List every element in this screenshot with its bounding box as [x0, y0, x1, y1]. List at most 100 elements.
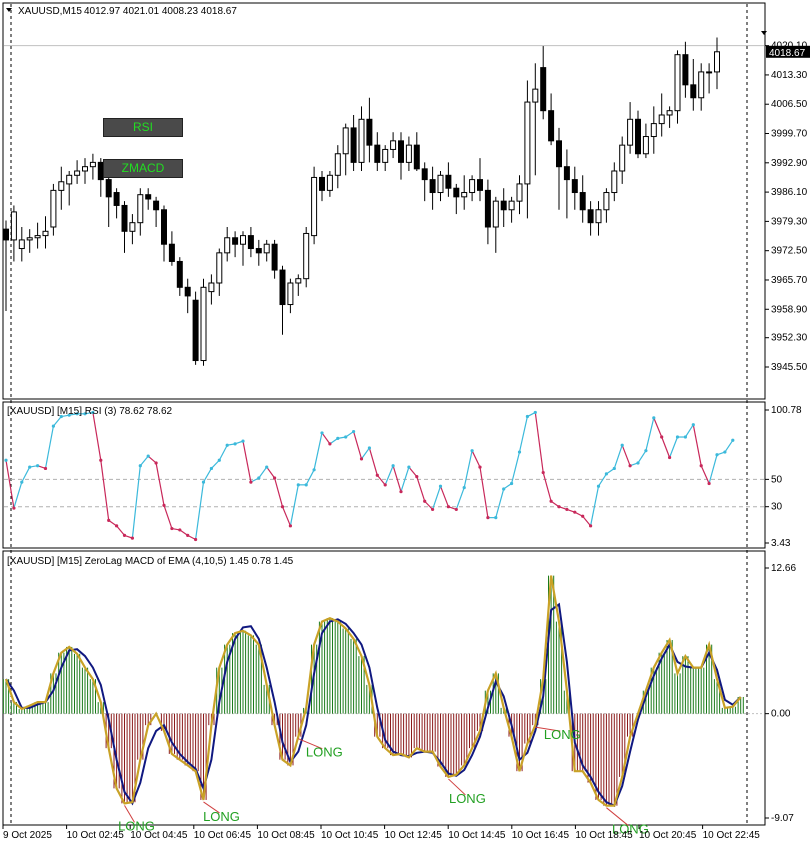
candle-body[interactable]: [113, 192, 120, 206]
candle-body[interactable]: [595, 209, 602, 224]
candle-body[interactable]: [571, 179, 578, 194]
candle-body[interactable]: [176, 260, 183, 288]
candle-body[interactable]: [516, 183, 523, 202]
candle-body[interactable]: [105, 179, 112, 198]
candle-body[interactable]: [247, 235, 254, 250]
candle-body[interactable]: [271, 243, 278, 271]
candle-body[interactable]: [587, 209, 594, 224]
rsi-point: [296, 483, 300, 487]
candle-body[interactable]: [240, 235, 246, 245]
candle-body[interactable]: [627, 118, 634, 146]
candle-body[interactable]: [3, 228, 9, 241]
candle-body[interactable]: [579, 192, 586, 211]
candle-body[interactable]: [382, 148, 389, 163]
candle-body[interactable]: [524, 101, 531, 185]
candle-body[interactable]: [319, 176, 325, 191]
rsi-button[interactable]: RSI: [103, 118, 183, 137]
candle-body[interactable]: [674, 54, 681, 112]
candle-body[interactable]: [303, 232, 310, 280]
price-pane[interactable]: [3, 4, 765, 824]
macd-pane[interactable]: LONG LONG LONG LONG LONG LONG: [2, 575, 764, 837]
candle-body[interactable]: [200, 286, 207, 362]
candle-body[interactable]: [66, 174, 73, 185]
candle-body[interactable]: [350, 127, 357, 163]
candle-body[interactable]: [232, 237, 239, 245]
rsi-segment: [432, 486, 442, 510]
time-axis-label: 10 Oct 10:45: [321, 830, 379, 841]
candle-body[interactable]: [658, 114, 665, 125]
candle-body[interactable]: [208, 282, 215, 293]
candle-body[interactable]: [82, 166, 88, 172]
candle-body[interactable]: [682, 54, 689, 86]
candle-body[interactable]: [508, 200, 515, 211]
candle-body[interactable]: [358, 118, 365, 163]
candle-body[interactable]: [366, 118, 373, 146]
candle-body[interactable]: [666, 110, 673, 116]
candle-body[interactable]: [295, 278, 302, 284]
candle-body[interactable]: [398, 140, 404, 163]
candle-body[interactable]: [42, 230, 49, 237]
candle-body[interactable]: [690, 84, 697, 99]
candle-body[interactable]: [129, 222, 136, 232]
candle-body[interactable]: [58, 181, 65, 191]
candle-body[interactable]: [121, 204, 128, 232]
candle-body[interactable]: [484, 189, 491, 228]
candle-body[interactable]: [698, 71, 705, 99]
candle-body[interactable]: [34, 235, 41, 239]
candle-body[interactable]: [255, 248, 262, 254]
candle-body[interactable]: [500, 200, 507, 211]
candle-body[interactable]: [413, 144, 420, 170]
candle-body[interactable]: [437, 174, 444, 194]
rsi-pane[interactable]: [4, 410, 764, 542]
candle-body[interactable]: [89, 161, 96, 168]
candle-body[interactable]: [192, 299, 199, 362]
candle-body[interactable]: [342, 127, 349, 155]
candle-body[interactable]: [445, 174, 452, 189]
candle-body[interactable]: [137, 194, 144, 224]
candle-body[interactable]: [429, 179, 436, 194]
candle-body[interactable]: [492, 200, 499, 228]
candle-body[interactable]: [714, 51, 720, 73]
candle-body[interactable]: [74, 170, 81, 176]
candle-body[interactable]: [532, 88, 539, 103]
candle-body[interactable]: [326, 174, 333, 191]
zmacd-button[interactable]: ZMACD: [103, 159, 183, 178]
candle-body[interactable]: [642, 136, 649, 155]
candle-body[interactable]: [619, 144, 626, 172]
candle-body[interactable]: [650, 123, 657, 138]
candle-body[interactable]: [548, 110, 555, 142]
candle-body[interactable]: [706, 71, 713, 74]
candle-body[interactable]: [145, 194, 152, 200]
candle-body[interactable]: [611, 170, 618, 194]
candle-body[interactable]: [26, 237, 33, 241]
candle-body[interactable]: [311, 176, 318, 237]
candle-body[interactable]: [10, 211, 17, 241]
candle-body[interactable]: [263, 243, 270, 254]
candle-body[interactable]: [161, 209, 167, 245]
candle-body[interactable]: [153, 200, 160, 211]
candle-body[interactable]: [374, 144, 381, 163]
candle-body[interactable]: [461, 192, 468, 198]
candle-body[interactable]: [421, 168, 428, 181]
candle-body[interactable]: [556, 140, 562, 168]
candle-body[interactable]: [334, 153, 341, 176]
candle-body[interactable]: [453, 187, 460, 198]
candle-body[interactable]: [603, 192, 610, 211]
candle-body[interactable]: [540, 67, 547, 112]
candle-body[interactable]: [224, 237, 231, 254]
symbol-menu-triangle-icon[interactable]: [6, 8, 12, 12]
candle-body[interactable]: [50, 189, 57, 228]
candle-body[interactable]: [390, 140, 397, 150]
candle-body[interactable]: [635, 118, 641, 155]
candle-body[interactable]: [168, 243, 175, 262]
candle-body[interactable]: [405, 144, 412, 163]
candle-body[interactable]: [287, 282, 294, 306]
candle-body[interactable]: [184, 286, 191, 297]
candle-body[interactable]: [18, 239, 25, 250]
candle-body[interactable]: [477, 179, 483, 191]
candle-body[interactable]: [563, 166, 570, 181]
candle-body[interactable]: [216, 252, 223, 284]
candle-body[interactable]: [469, 179, 476, 194]
candle-body[interactable]: [279, 269, 286, 306]
